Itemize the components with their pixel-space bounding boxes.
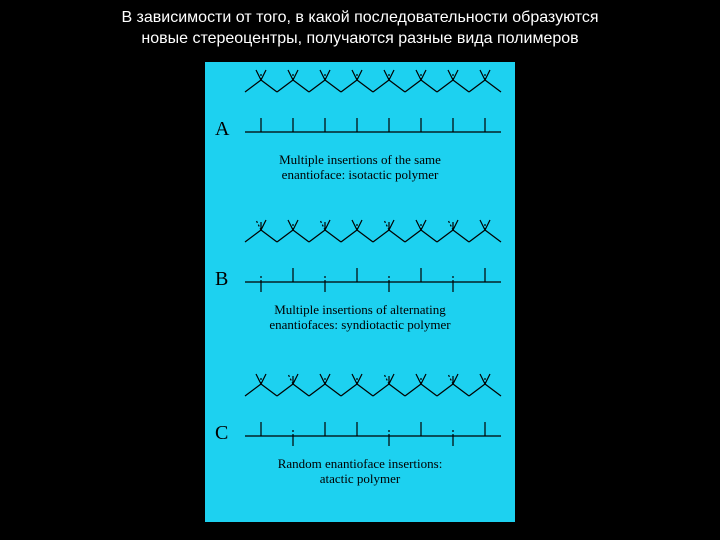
polymer-figure-panel: A Multiple insertions of the same enanti… (205, 62, 515, 522)
chain-a-zigzag (243, 62, 509, 104)
chain-c-straight (243, 408, 509, 450)
caption-c: Random enantioface insertions: atactic p… (205, 456, 515, 487)
label-a: A (215, 118, 229, 141)
block-b: B Multiple insertions of alternating ena… (205, 212, 515, 366)
chain-a-straight (243, 104, 509, 146)
header-line-1: В зависимости от того, в какой последова… (121, 9, 598, 26)
caption-a: Multiple insertions of the same enantiof… (205, 152, 515, 183)
block-a: A Multiple insertions of the same enanti… (205, 62, 515, 212)
slide-header: В зависимости от того, в какой последова… (0, 0, 720, 54)
label-c: C (215, 422, 228, 445)
label-b: B (215, 268, 228, 291)
chain-c-zigzag (243, 366, 509, 408)
caption-b: Multiple insertions of alternating enant… (205, 302, 515, 333)
chain-b-zigzag (243, 212, 509, 254)
chain-b-straight (243, 254, 509, 296)
header-line-2: новые стереоцентры, получаются разные ви… (141, 30, 578, 47)
block-c: C Random enantioface insertions: atactic… (205, 366, 515, 518)
